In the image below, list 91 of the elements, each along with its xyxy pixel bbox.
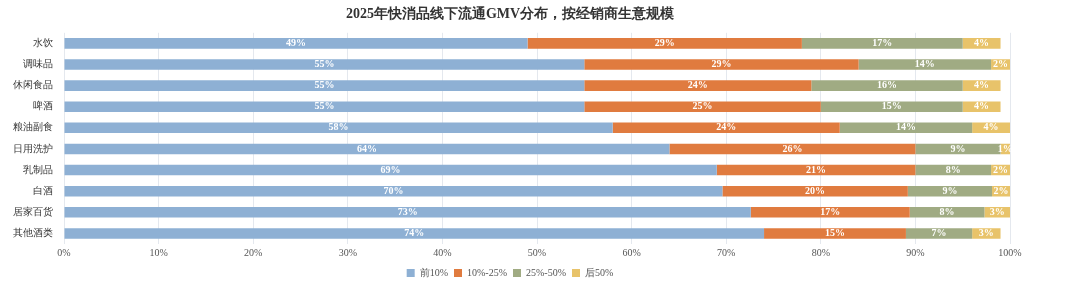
bar	[716, 164, 916, 176]
data-label: 2%	[993, 184, 1009, 196]
y-tick-label: 啤酒	[33, 100, 53, 112]
data-label: 16%	[877, 79, 898, 91]
data-label: 9%	[942, 184, 958, 196]
chart-title: 2025年快消品线下流通GMV分布，按经销商生意规模	[345, 5, 676, 22]
data-label: 24%	[716, 121, 737, 133]
bar	[584, 101, 821, 112]
y-tick-label: 居家百货	[13, 205, 53, 217]
data-label: 20%	[805, 184, 826, 196]
data-label: 17%	[872, 36, 893, 48]
data-label: 3%	[989, 205, 1005, 217]
data-label: 74%	[404, 227, 425, 239]
bar	[64, 80, 585, 91]
data-label: 69%	[380, 163, 401, 175]
data-label: 55%	[314, 79, 335, 91]
x-tick-label: 80%	[811, 246, 830, 258]
data-label: 7%	[931, 227, 947, 239]
data-label: 4%	[983, 121, 999, 133]
bar	[64, 228, 765, 239]
data-label: 29%	[711, 58, 732, 70]
y-tick-label: 日用洗护	[13, 142, 53, 154]
data-label: 49%	[286, 36, 307, 48]
data-label: 21%	[806, 163, 827, 175]
bar	[64, 207, 751, 218]
y-tick-label: 水饮	[33, 36, 53, 48]
data-label: 25%	[692, 100, 713, 112]
data-label: 2%	[993, 163, 1009, 175]
bar	[909, 207, 985, 218]
y-tick-label: 粮油副食	[13, 121, 53, 133]
bar	[64, 38, 528, 49]
bar	[801, 38, 963, 49]
data-label: 58%	[328, 121, 349, 133]
x-tick-label: 50%	[527, 246, 547, 258]
data-label: 2%	[993, 58, 1009, 70]
x-tick-label: 100%	[998, 246, 1022, 258]
data-label: 14%	[914, 58, 935, 70]
data-label: 4%	[974, 100, 990, 112]
data-label: 9%	[950, 142, 966, 154]
bar	[858, 59, 992, 70]
data-label: 8%	[945, 163, 961, 175]
y-tick-label: 乳制品	[23, 163, 53, 175]
data-label: 17%	[820, 205, 841, 217]
data-label: 55%	[314, 58, 335, 70]
bar	[905, 228, 973, 239]
bar	[64, 164, 717, 176]
x-tick-label: 10%	[149, 246, 168, 258]
bar	[764, 228, 906, 239]
y-tick-label: 其他酒类	[13, 227, 53, 239]
data-label: 55%	[314, 100, 335, 112]
bar	[584, 59, 859, 70]
legend-label: 25%-50%	[526, 266, 566, 278]
bar	[527, 38, 802, 49]
bar	[64, 185, 723, 197]
data-label: 24%	[687, 79, 708, 91]
bar	[584, 80, 812, 91]
y-tick-label: 白酒	[33, 184, 53, 196]
data-label: 3%	[978, 227, 994, 239]
y-tick-label: 休闲食品	[13, 79, 53, 91]
bar	[64, 59, 585, 70]
bar	[64, 122, 613, 134]
x-tick-label: 90%	[906, 246, 925, 258]
legend-label: 10%-25%	[467, 266, 508, 278]
legend-label: 前10%	[419, 266, 449, 278]
bar	[820, 101, 963, 112]
y-tick-label: 调味品	[23, 58, 53, 70]
data-label: 14%	[895, 121, 916, 133]
x-tick-label: 30%	[338, 246, 357, 258]
bar	[722, 185, 908, 197]
data-label: 8%	[939, 205, 955, 217]
x-tick-label: 70%	[717, 246, 736, 258]
data-label: 4%	[974, 36, 990, 48]
x-tick-label: 20%	[244, 246, 263, 258]
bar	[612, 122, 840, 134]
data-label: 70%	[383, 184, 404, 196]
x-tick-label: 40%	[433, 246, 452, 258]
data-label: 64%	[356, 142, 377, 154]
bar	[669, 143, 916, 155]
x-tick-label: 60%	[622, 246, 641, 258]
x-tick-label: 0%	[57, 246, 71, 258]
data-label: 15%	[881, 100, 902, 112]
bar	[64, 101, 585, 112]
data-label: 26%	[782, 142, 803, 154]
bar	[750, 207, 910, 218]
data-label: 73%	[397, 205, 418, 217]
bar	[811, 80, 963, 91]
data-label: 4%	[974, 79, 990, 91]
legend-label: 后50%	[584, 266, 614, 278]
bar	[64, 143, 670, 155]
data-label: 29%	[654, 36, 675, 48]
data-label: 15%	[824, 227, 845, 239]
